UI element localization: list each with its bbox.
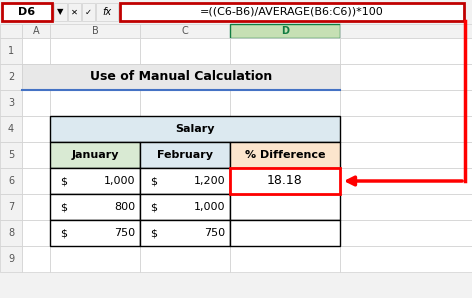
Text: 2: 2 <box>8 72 14 82</box>
FancyBboxPatch shape <box>82 3 95 21</box>
FancyBboxPatch shape <box>340 38 472 64</box>
Text: fx: fx <box>102 7 111 17</box>
FancyBboxPatch shape <box>340 246 472 272</box>
Text: $: $ <box>60 176 67 186</box>
Text: 800: 800 <box>114 202 135 212</box>
Text: $: $ <box>151 228 158 238</box>
FancyBboxPatch shape <box>50 142 140 168</box>
FancyBboxPatch shape <box>140 24 230 38</box>
FancyBboxPatch shape <box>22 116 50 142</box>
Text: January: January <box>71 150 119 160</box>
FancyBboxPatch shape <box>140 194 230 220</box>
FancyBboxPatch shape <box>140 220 230 246</box>
FancyBboxPatch shape <box>50 24 140 38</box>
FancyBboxPatch shape <box>230 168 340 194</box>
FancyBboxPatch shape <box>22 38 50 64</box>
FancyBboxPatch shape <box>140 194 230 220</box>
FancyBboxPatch shape <box>340 90 472 116</box>
FancyBboxPatch shape <box>54 3 67 21</box>
FancyBboxPatch shape <box>230 220 340 246</box>
Text: Salary: Salary <box>175 124 215 134</box>
FancyBboxPatch shape <box>22 142 50 168</box>
FancyBboxPatch shape <box>230 24 340 38</box>
Text: 4: 4 <box>8 124 14 134</box>
FancyBboxPatch shape <box>0 168 22 194</box>
Text: =((C6-B6)/AVERAGE(B6:C6))*100: =((C6-B6)/AVERAGE(B6:C6))*100 <box>200 7 384 17</box>
FancyBboxPatch shape <box>140 64 230 90</box>
Text: 1: 1 <box>8 46 14 56</box>
FancyBboxPatch shape <box>230 142 340 168</box>
Text: A: A <box>33 26 39 36</box>
FancyBboxPatch shape <box>50 64 140 90</box>
FancyBboxPatch shape <box>50 116 140 142</box>
FancyBboxPatch shape <box>340 194 472 220</box>
FancyBboxPatch shape <box>0 194 22 220</box>
FancyBboxPatch shape <box>50 168 140 194</box>
Text: ▼: ▼ <box>57 7 64 16</box>
FancyBboxPatch shape <box>140 220 230 246</box>
FancyBboxPatch shape <box>22 24 50 38</box>
Text: $: $ <box>60 228 67 238</box>
FancyBboxPatch shape <box>340 220 472 246</box>
FancyBboxPatch shape <box>230 90 340 116</box>
FancyBboxPatch shape <box>22 90 50 116</box>
FancyBboxPatch shape <box>2 3 52 21</box>
FancyBboxPatch shape <box>22 64 340 90</box>
FancyBboxPatch shape <box>140 38 230 64</box>
Text: 3: 3 <box>8 98 14 108</box>
FancyBboxPatch shape <box>340 116 472 142</box>
FancyBboxPatch shape <box>230 142 340 168</box>
FancyBboxPatch shape <box>50 194 140 220</box>
Text: 1,200: 1,200 <box>194 176 225 186</box>
Text: $: $ <box>60 202 67 212</box>
Text: 1,000: 1,000 <box>194 202 225 212</box>
FancyBboxPatch shape <box>230 64 340 90</box>
FancyBboxPatch shape <box>230 246 340 272</box>
FancyBboxPatch shape <box>140 246 230 272</box>
FancyBboxPatch shape <box>0 38 22 64</box>
Text: D: D <box>281 26 289 36</box>
FancyBboxPatch shape <box>50 220 140 246</box>
Text: ✓: ✓ <box>85 7 92 16</box>
FancyBboxPatch shape <box>0 116 22 142</box>
FancyBboxPatch shape <box>22 220 50 246</box>
FancyBboxPatch shape <box>0 246 22 272</box>
FancyBboxPatch shape <box>22 168 50 194</box>
FancyBboxPatch shape <box>50 90 140 116</box>
FancyBboxPatch shape <box>50 220 140 246</box>
FancyBboxPatch shape <box>230 220 340 246</box>
FancyBboxPatch shape <box>140 116 230 142</box>
Text: February: February <box>157 150 213 160</box>
FancyBboxPatch shape <box>0 220 22 246</box>
FancyBboxPatch shape <box>230 38 340 64</box>
FancyBboxPatch shape <box>140 90 230 116</box>
Text: 750: 750 <box>114 228 135 238</box>
Text: D6: D6 <box>18 7 35 17</box>
FancyBboxPatch shape <box>0 90 22 116</box>
FancyBboxPatch shape <box>50 246 140 272</box>
FancyBboxPatch shape <box>340 64 472 90</box>
Text: $: $ <box>151 176 158 186</box>
Text: 8: 8 <box>8 228 14 238</box>
FancyBboxPatch shape <box>50 168 140 194</box>
Text: B: B <box>92 26 98 36</box>
FancyBboxPatch shape <box>140 142 230 168</box>
FancyBboxPatch shape <box>340 142 472 168</box>
FancyBboxPatch shape <box>230 194 340 220</box>
Text: 18.18: 18.18 <box>267 175 303 187</box>
FancyBboxPatch shape <box>0 24 22 38</box>
FancyBboxPatch shape <box>0 64 22 90</box>
FancyBboxPatch shape <box>50 116 340 142</box>
Text: 9: 9 <box>8 254 14 264</box>
FancyBboxPatch shape <box>140 168 230 194</box>
Text: ✕: ✕ <box>71 7 78 16</box>
Text: % Difference: % Difference <box>245 150 325 160</box>
FancyBboxPatch shape <box>340 168 472 194</box>
FancyBboxPatch shape <box>230 116 340 142</box>
Text: $: $ <box>151 202 158 212</box>
FancyBboxPatch shape <box>50 194 140 220</box>
FancyBboxPatch shape <box>22 64 50 90</box>
FancyBboxPatch shape <box>50 142 140 168</box>
FancyBboxPatch shape <box>140 142 230 168</box>
